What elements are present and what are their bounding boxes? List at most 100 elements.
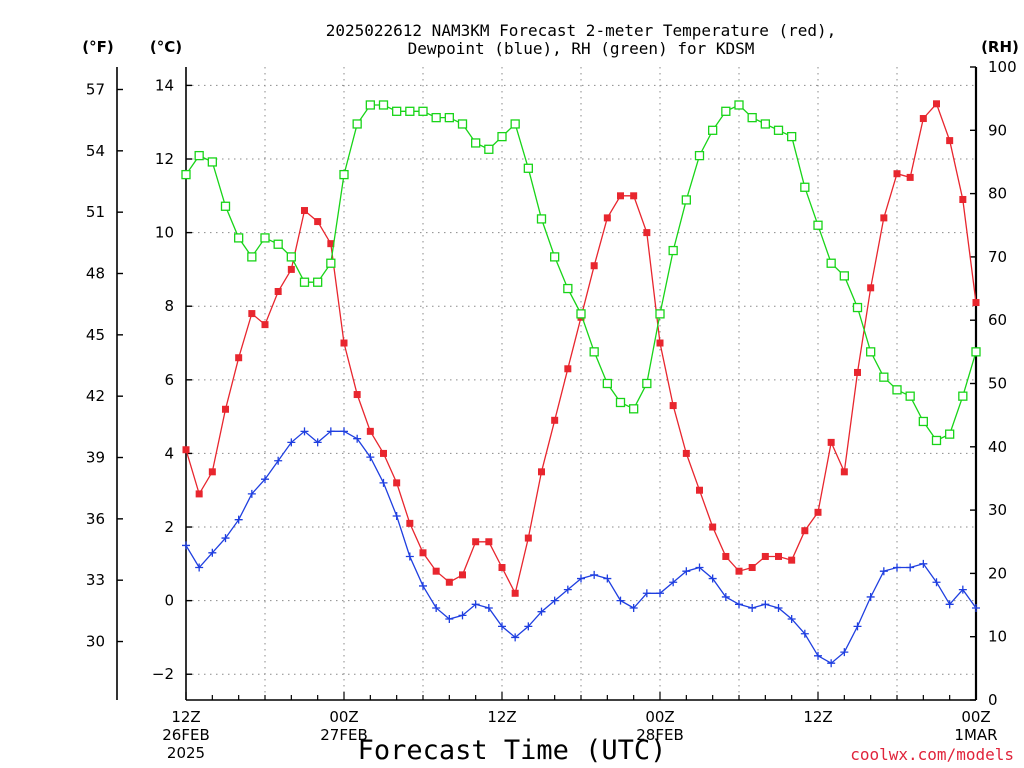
- time-tick-label: 1MAR: [954, 726, 997, 744]
- rh-point: [194, 150, 204, 161]
- rh-tick-label: 10: [988, 628, 1007, 646]
- dewpoint-point: [603, 574, 612, 583]
- temperature-point: [432, 567, 440, 575]
- temperature-point: [274, 287, 282, 295]
- rh-point: [589, 347, 599, 357]
- rh-tick-label: 30: [988, 501, 1007, 519]
- celsius-tick-label: −2: [152, 665, 174, 683]
- dewpoint-point: [840, 648, 849, 657]
- rh-point: [866, 347, 876, 357]
- dewpoint-point: [932, 578, 941, 587]
- time-tick-label: 00Z: [961, 708, 990, 726]
- dewpoint-point: [261, 475, 269, 484]
- temperature-point: [393, 479, 401, 487]
- temperature-point: [643, 229, 651, 237]
- dewpoint-point: [498, 622, 506, 631]
- temperature-point: [380, 449, 387, 457]
- dewpoint-point: [326, 427, 335, 436]
- temperature-point: [182, 446, 190, 454]
- dewpoint-point: [537, 607, 546, 616]
- temperature-point: [696, 486, 703, 494]
- temperature-point: [946, 137, 954, 145]
- rh-point: [694, 150, 705, 161]
- unit-rh-label: (RH): [981, 38, 1019, 56]
- rh-point: [471, 138, 481, 148]
- temperature-point: [669, 402, 677, 410]
- rh-point: [563, 283, 573, 294]
- dewpoint-point: [827, 659, 836, 668]
- unit-celsius-label: (°C): [150, 38, 182, 56]
- rh-point: [273, 239, 283, 249]
- dewpoint-point: [353, 434, 362, 443]
- fahrenheit-tick-label: 54: [86, 142, 105, 160]
- rh-series: [181, 100, 981, 446]
- temperature-point: [603, 214, 611, 222]
- temperature-point: [801, 527, 809, 535]
- dewpoint-point: [958, 585, 967, 594]
- rh-point: [629, 404, 639, 414]
- dewpoint-point: [919, 559, 928, 568]
- temperature-point: [735, 567, 743, 575]
- temperature-point: [208, 468, 216, 476]
- dewpoint-point: [682, 567, 691, 576]
- fahrenheit-tick-label: 36: [86, 510, 105, 528]
- dewpoint-point: [419, 581, 427, 590]
- rh-point: [339, 169, 349, 180]
- temperature-point: [840, 468, 848, 476]
- rh-point: [918, 416, 928, 427]
- rh-point: [839, 271, 849, 281]
- dewpoint-point: [550, 596, 559, 605]
- rh-point: [260, 233, 270, 243]
- dewpoint-point: [524, 622, 533, 631]
- rh-point: [734, 100, 744, 110]
- rh-point: [576, 309, 586, 319]
- rh-point: [510, 119, 520, 129]
- dewpoint-point: [853, 622, 862, 631]
- temperature-point: [287, 265, 295, 273]
- temperature-point: [195, 490, 203, 498]
- temperature-point: [248, 310, 256, 318]
- rh-point: [655, 309, 665, 319]
- fahrenheit-tick-label: 30: [86, 633, 105, 651]
- rh-point: [326, 258, 336, 268]
- rh-point: [642, 378, 652, 389]
- temperature-point: [445, 578, 453, 586]
- dewpoint-point: [814, 651, 822, 660]
- rh-tick-label: 0: [988, 691, 998, 709]
- celsius-tick-label: 12: [155, 150, 174, 168]
- temperature-point: [761, 552, 769, 560]
- celsius-tick-label: 4: [164, 444, 174, 462]
- dewpoint-point: [182, 541, 190, 550]
- celsius-tick-label: 6: [164, 371, 174, 389]
- dewpoint-point: [484, 603, 493, 612]
- time-tick-label: 00Z: [329, 708, 358, 726]
- time-tick-label: 12Z: [803, 708, 832, 726]
- temperature-point: [340, 339, 348, 347]
- rh-tick-label: 50: [988, 375, 1007, 393]
- series-layer: [181, 100, 981, 668]
- dewpoint-series: [182, 427, 980, 668]
- fahrenheit-tick-label: 45: [86, 326, 105, 344]
- dewpoint-point: [511, 633, 520, 642]
- dewpoint-point: [392, 511, 401, 520]
- rh-point: [945, 429, 955, 439]
- time-tick-label: 00Z: [645, 708, 674, 726]
- dewpoint-point: [616, 596, 625, 605]
- temperature-point: [564, 365, 572, 373]
- rh-point: [392, 106, 402, 116]
- dewpoint-point: [234, 515, 243, 524]
- rh-point: [497, 131, 507, 142]
- dewpoint-point: [445, 615, 454, 624]
- rh-point: [892, 385, 902, 395]
- dewpoint-point: [208, 548, 217, 557]
- fahrenheit-tick-label: 51: [86, 203, 105, 221]
- time-tick-label: 28FEB: [636, 726, 683, 744]
- dewpoint-point: [458, 611, 467, 620]
- rh-point: [523, 163, 533, 173]
- dewpoint-point: [669, 578, 678, 587]
- rh-point: [747, 112, 757, 123]
- dewpoint-point: [642, 589, 651, 598]
- temperature-point: [406, 519, 414, 527]
- rh-point: [852, 302, 863, 313]
